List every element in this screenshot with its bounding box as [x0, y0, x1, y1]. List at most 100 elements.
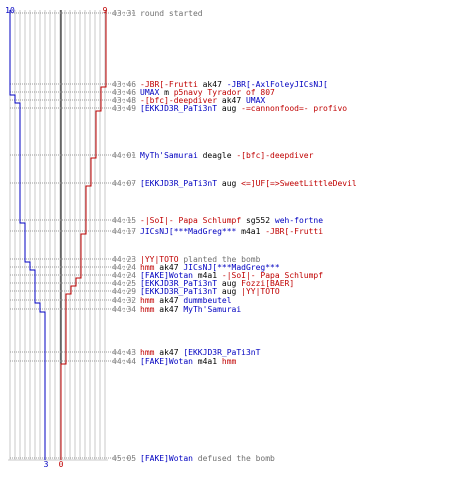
event-text: |YY|TOTO planted the bomb [140, 255, 261, 264]
player-name: hmm [140, 296, 155, 305]
weapon-label: m4a1 [236, 227, 265, 236]
blue-team-alive-line [9, 10, 46, 460]
player-name: [EKKJD3R_PaTi3nT [140, 179, 217, 188]
event-text: hmm ak47 [EKKJD3R_PaTi3nT [140, 348, 261, 357]
event-time: 44:43 [112, 348, 136, 357]
event-text: [FAKE]Wotan m4a1 hmm [140, 357, 237, 366]
player-name: [EKKJD3R_PaTi3nT [140, 279, 217, 288]
red-end-count: 0 [59, 460, 64, 469]
blue-start-count: 10 [5, 6, 15, 15]
event-time: 44:07 [112, 179, 136, 188]
weapon-label: ak47 [154, 348, 183, 357]
event-time: 44:24 [112, 271, 136, 280]
event-time: 44:44 [112, 357, 136, 366]
info-label: round started [140, 9, 203, 18]
player-name: -JBR[-Frutti [265, 227, 323, 236]
player-name: dummbeutel [183, 296, 231, 305]
blue-end-count: 3 [44, 460, 49, 469]
event-tick-marks [10, 12, 136, 459]
player-name: -[bfc]-deepdiver [140, 96, 217, 105]
event-time: 44:29 [112, 287, 136, 296]
player-name: [FAKE]Wotan [140, 271, 193, 280]
player-name: Fozzi[BAER] [241, 279, 294, 288]
event-time: 43:48 [112, 96, 136, 105]
event-text: JICsNJ[***MadGreg*** m4a1 -JBR[-Frutti [140, 227, 323, 236]
event-text: [EKKJD3R_PaTi3nT aug -=cannonfood=- prof… [140, 104, 347, 113]
player-name: [EKKJD3R_PaTi3nT [140, 287, 217, 296]
player-name: MyTh'Samurai [183, 305, 241, 314]
player-name: MyTh'Samurai [140, 151, 198, 160]
event-text: [EKKJD3R_PaTi3nT aug |YY|TOTO [140, 287, 280, 296]
player-name: [FAKE]Wotan [140, 454, 193, 463]
event-text: UMAX m p5navy Tyrador of 807 [140, 88, 275, 97]
event-text: hmm ak47 JICsNJ[***MadGreg*** [140, 263, 280, 272]
event-text: [FAKE]Wotan defused the bomb [140, 454, 275, 463]
event-text: [EKKJD3R_PaTi3nT aug <=]UF[=>SweetLittle… [140, 179, 357, 188]
player-name: -JBR[-Frutti [140, 80, 198, 89]
red-team-alive-line [60, 10, 107, 460]
red-start-count: 9 [103, 6, 108, 15]
event-text: [EKKJD3R_PaTi3nT aug Fozzi[BAER] [140, 279, 294, 288]
weapon-label: ak47 [154, 296, 183, 305]
player-name: hmm [222, 357, 237, 366]
event-time: 43:31 [112, 9, 136, 18]
event-text: hmm ak47 MyTh'Samurai [140, 305, 241, 314]
event-time: 44:34 [112, 305, 136, 314]
player-name: p5navy Tyrador of 807 [174, 88, 275, 97]
player-name: -|SoI|- Papa Schlumpf [222, 271, 323, 280]
player-name: UMAX [140, 88, 159, 97]
event-time: 44:15 [112, 216, 136, 225]
weapon-label: deagle [198, 151, 237, 160]
player-name: weh-fortne [275, 216, 323, 225]
event-time: 44:32 [112, 296, 136, 305]
player-name: hmm [140, 263, 155, 272]
info-label: defused the bomb [193, 454, 275, 463]
player-name: UMAX [246, 96, 265, 105]
event-text: -|SoI|- Papa Schlumpf sg552 weh-fortne [140, 216, 323, 225]
event-time: 44:23 [112, 255, 136, 264]
weapon-label: aug [217, 179, 241, 188]
weapon-label: ak47 [154, 263, 183, 272]
event-time: 44:17 [112, 227, 136, 236]
alive-step-lines [9, 10, 107, 460]
player-name: -=cannonfood=- profivo [241, 104, 347, 113]
weapon-label: ak47 [198, 80, 227, 89]
player-name: hmm [140, 305, 155, 314]
event-time: 43:49 [112, 104, 136, 113]
weapon-label: sg552 [241, 216, 275, 225]
weapon-label: aug [217, 104, 241, 113]
player-name: [EKKJD3R_PaTi3nT [140, 104, 217, 113]
event-text: -JBR[-Frutti ak47 -JBR[-AxlFoleyJICsNJ[ [140, 80, 328, 89]
weapon-label: m4a1 [193, 271, 222, 280]
player-grid [8, 10, 108, 461]
player-name: |YY|TOTO [140, 255, 179, 264]
event-time: 44:25 [112, 279, 136, 288]
event-text: -[bfc]-deepdiver ak47 UMAX [140, 96, 265, 105]
event-text: [FAKE]Wotan m4a1 -|SoI|- Papa Schlumpf [140, 271, 323, 280]
weapon-label: ak47 [154, 305, 183, 314]
player-name: -JBR[-AxlFoleyJICsNJ[ [227, 80, 328, 89]
weapon-label: aug [217, 287, 241, 296]
event-text: round started [140, 9, 203, 18]
counter-labels: 10 9 3 0 [5, 6, 107, 469]
info-label: planted the bomb [179, 255, 261, 264]
event-time: 43:46 [112, 80, 136, 89]
player-name: |YY|TOTO [241, 287, 280, 296]
event-text: hmm ak47 dummbeutel [140, 296, 232, 305]
player-name: hmm [140, 348, 155, 357]
event-log: 43:31 round started 43:46 -JBR[-Frutti ak47… [112, 9, 357, 463]
player-name: -[bfc]-deepdiver [236, 151, 313, 160]
event-time: 44:24 [112, 263, 136, 272]
player-name: JICsNJ[***MadGreg*** [140, 227, 237, 236]
player-name: -|SoI|- Papa Schlumpf [140, 216, 241, 225]
player-name: [FAKE]Wotan [140, 357, 193, 366]
weapon-label: ak47 [217, 96, 246, 105]
player-name: <=]UF[=>SweetLittleDevil [241, 179, 357, 188]
player-name: [EKKJD3R_PaTi3nT [183, 348, 260, 357]
weapon-label: m4a1 [193, 357, 222, 366]
event-time: 45:05 [112, 454, 136, 463]
event-time: 43:46 [112, 88, 136, 97]
event-text: MyTh'Samurai deagle -[bfc]-deepdiver [140, 151, 314, 160]
weapon-label: m [159, 88, 173, 97]
